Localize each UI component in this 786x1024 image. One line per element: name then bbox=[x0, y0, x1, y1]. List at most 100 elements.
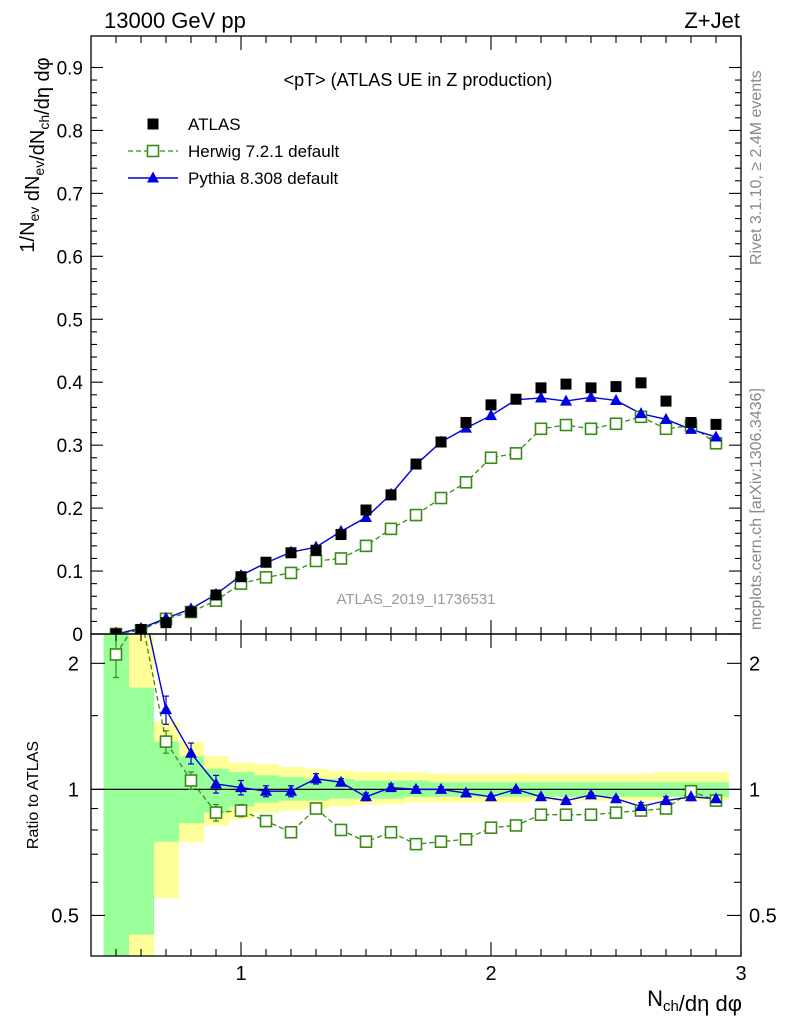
herwig-ratio-point bbox=[209, 806, 223, 819]
ratio-uncertainty-bands bbox=[103, 634, 729, 956]
pythia-ratio-point bbox=[460, 786, 472, 798]
herwig-point bbox=[659, 422, 673, 436]
legend-label: Herwig 7.2.1 default bbox=[188, 142, 339, 161]
pythia-ratio-point bbox=[260, 784, 272, 796]
atlas-point bbox=[485, 399, 497, 411]
pythia-point bbox=[710, 430, 722, 442]
atlas-point bbox=[210, 589, 222, 601]
inner-band-bin bbox=[128, 687, 154, 935]
atlas-point bbox=[660, 395, 672, 407]
plot-title: <pT> (ATLAS UE in Z production) bbox=[284, 70, 553, 90]
rivet-version-label: Rivet 3.1.10, ≥ 2.4M events bbox=[748, 70, 765, 265]
atlas-point bbox=[360, 504, 372, 516]
herwig-point bbox=[584, 422, 598, 436]
atlas-point bbox=[635, 377, 647, 389]
atlas-point bbox=[535, 382, 547, 394]
herwig-ratio-point bbox=[309, 802, 323, 815]
pythia-point bbox=[485, 409, 497, 421]
herwig-point bbox=[384, 522, 398, 536]
herwig-point bbox=[334, 552, 348, 565]
pythia-ratio-point bbox=[685, 790, 697, 802]
main-y-tick-label: 0.7 bbox=[57, 184, 83, 205]
ratio-y-axis-label: Ratio to ATLAS bbox=[25, 741, 42, 849]
herwig-ratio-point bbox=[259, 814, 273, 828]
inner-band-bin bbox=[103, 634, 129, 956]
herwig-ratio-point bbox=[159, 735, 173, 748]
axis-tick-labels: 0 0.1 0.2 0.3 0.4 0.5 0.6 0.7 0.8 0.9 1 2 3 0.5 0.5 1 1 2… bbox=[51, 58, 777, 985]
axis-ticks bbox=[91, 36, 742, 956]
pythia-ratio-point bbox=[335, 775, 347, 787]
herwig-ratio-point bbox=[234, 804, 248, 817]
main-y-tick-label: 0.6 bbox=[57, 247, 83, 268]
pythia-ratio-point bbox=[610, 792, 622, 804]
atlas-point bbox=[160, 617, 172, 629]
x-tick-label: 2 bbox=[485, 963, 496, 985]
pythia-ratio-point bbox=[285, 784, 297, 796]
herwig-point bbox=[484, 451, 498, 465]
main-y-tick-label: 0 bbox=[72, 625, 83, 646]
herwig-point bbox=[434, 491, 448, 505]
atlas-point bbox=[435, 436, 447, 448]
atlas-point bbox=[385, 489, 397, 501]
legend: ATLAS Herwig 7.2.1 default Pythia 8.308 de… bbox=[128, 115, 339, 188]
pythia-ratio-point bbox=[210, 777, 222, 789]
atlas-point bbox=[460, 416, 472, 428]
herwig-point bbox=[559, 418, 573, 432]
atlas-point bbox=[260, 556, 272, 568]
herwig-ratio-point bbox=[584, 808, 598, 821]
pythia-ratio-point bbox=[360, 790, 372, 802]
x-tick-label: 3 bbox=[735, 963, 746, 985]
herwig-ratio-point bbox=[509, 819, 523, 832]
pythia-point bbox=[660, 412, 672, 424]
herwig-ratio-point bbox=[459, 832, 473, 846]
pythia-ratio-point bbox=[135, 589, 147, 600]
pythia-ratio-point bbox=[535, 790, 547, 802]
main-y-tick-label: 0.2 bbox=[57, 499, 83, 520]
herwig-ratio-point bbox=[184, 774, 198, 787]
ratio-y-tick-label: 0.5 bbox=[51, 905, 79, 927]
herwig-point bbox=[259, 571, 273, 584]
herwig-ratio-point bbox=[359, 835, 373, 848]
herwig-ratio-point bbox=[334, 823, 348, 837]
pythia-point bbox=[585, 390, 597, 402]
atlas-point bbox=[560, 378, 572, 390]
herwig-ratio-point bbox=[559, 808, 573, 821]
atlas-point bbox=[610, 381, 622, 393]
pythia-ratio-point bbox=[635, 800, 647, 812]
pythia-ratio-point bbox=[185, 746, 197, 758]
ratio-y-tick-label-right: 1 bbox=[749, 779, 760, 801]
legend-label: Pythia 8.308 default bbox=[188, 169, 339, 188]
atlas-point bbox=[585, 382, 597, 394]
herwig-point bbox=[609, 417, 623, 431]
herwig-ratio-point bbox=[434, 835, 448, 848]
atlas-point bbox=[335, 529, 347, 541]
pythia-ratio-point bbox=[385, 781, 397, 793]
herwig-point bbox=[284, 566, 298, 580]
herwig-point bbox=[309, 554, 323, 568]
pythia-ratio-point bbox=[235, 781, 247, 793]
atlas-point bbox=[310, 544, 322, 556]
legend-atlas-marker bbox=[147, 118, 159, 130]
herwig-ratio-point bbox=[484, 821, 498, 834]
ratio-y-tick-label: 1 bbox=[68, 779, 79, 801]
legend-label: ATLAS bbox=[188, 115, 241, 134]
header-process-label: Z+Jet bbox=[684, 8, 740, 33]
herwig-ratio-point bbox=[284, 825, 298, 839]
herwig-point bbox=[409, 508, 423, 522]
header-energy-label: 13000 GeV pp bbox=[104, 8, 246, 33]
atlas-point bbox=[285, 547, 297, 559]
main-y-tick-label: 0.8 bbox=[57, 121, 83, 142]
inner-band-bin bbox=[153, 741, 179, 842]
pythia-ratio-point bbox=[485, 790, 497, 802]
main-y-axis-label: 1/Nev dNev/dNch/dη dφ bbox=[17, 57, 54, 252]
ratio-plot-series bbox=[109, 589, 723, 851]
herwig-point bbox=[509, 447, 523, 460]
pythia-ratio-point bbox=[160, 703, 172, 715]
herwig-point bbox=[534, 422, 548, 436]
main-y-tick-label: 0.1 bbox=[57, 562, 83, 583]
pythia-ratio-point bbox=[310, 772, 322, 784]
pythia-point bbox=[635, 407, 647, 419]
atlas-point bbox=[510, 393, 522, 405]
